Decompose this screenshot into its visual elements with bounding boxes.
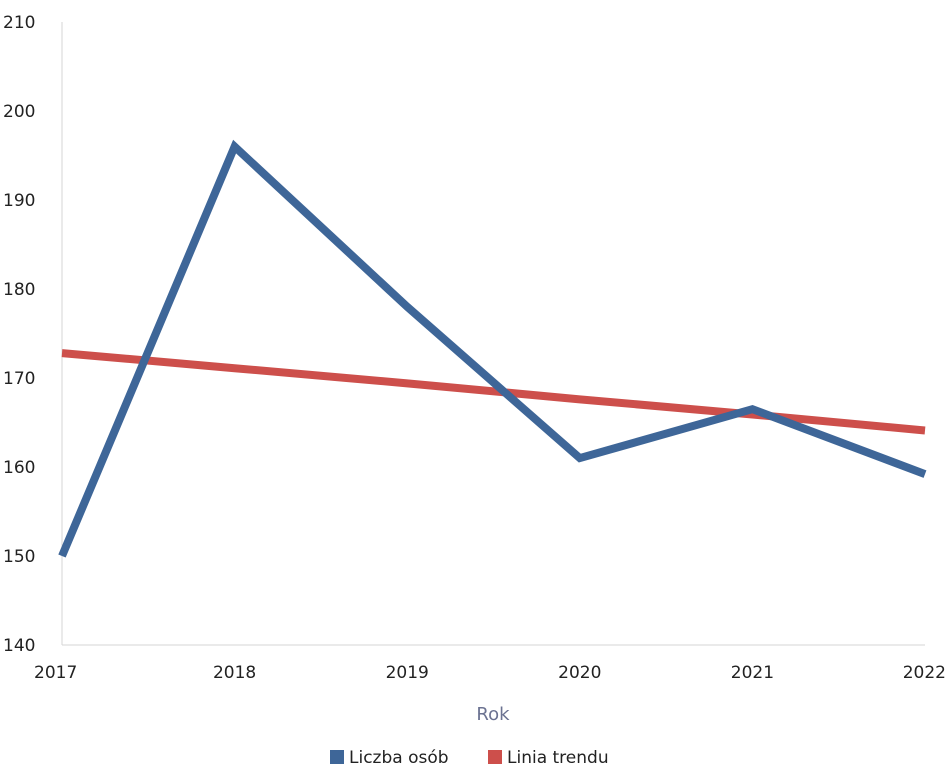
legend-swatch: [488, 750, 502, 764]
x-tick-label: 2021: [731, 663, 774, 683]
y-tick-label: 140: [3, 636, 35, 656]
y-tick-label: 170: [3, 369, 35, 389]
legend-item-linia-trendu: Linia trendu: [488, 748, 609, 768]
series-line-liczba-osob: [58, 139, 927, 558]
y-tick-label: 200: [3, 102, 35, 122]
x-tick-labels: 2017 2018 2019 2020 2021 2022: [34, 663, 946, 683]
x-tick-label: 2017: [34, 663, 77, 683]
series-lines: [58, 139, 927, 558]
y-tick-label: 190: [3, 191, 35, 211]
legend: Liczba osób Linia trendu: [330, 748, 609, 768]
x-tick-label: 2018: [213, 663, 256, 683]
y-tick-label: 180: [3, 280, 35, 300]
x-tick-label: 2022: [903, 663, 946, 683]
y-tick-label: 160: [3, 458, 35, 478]
x-axis-title: Rok: [476, 704, 510, 725]
x-tick-label: 2019: [386, 663, 429, 683]
legend-label: Linia trendu: [507, 748, 609, 768]
x-tick-label: 2020: [558, 663, 601, 683]
y-tick-label: 210: [3, 13, 35, 33]
legend-item-liczba-osob: Liczba osób: [330, 748, 449, 768]
y-tick-labels: 140 150 160 170 180 190 200 210: [3, 13, 35, 656]
y-tick-label: 150: [3, 547, 35, 567]
legend-swatch: [330, 750, 344, 764]
series-line-linia-trendu: [61, 349, 926, 435]
legend-label: Liczba osób: [349, 748, 449, 768]
